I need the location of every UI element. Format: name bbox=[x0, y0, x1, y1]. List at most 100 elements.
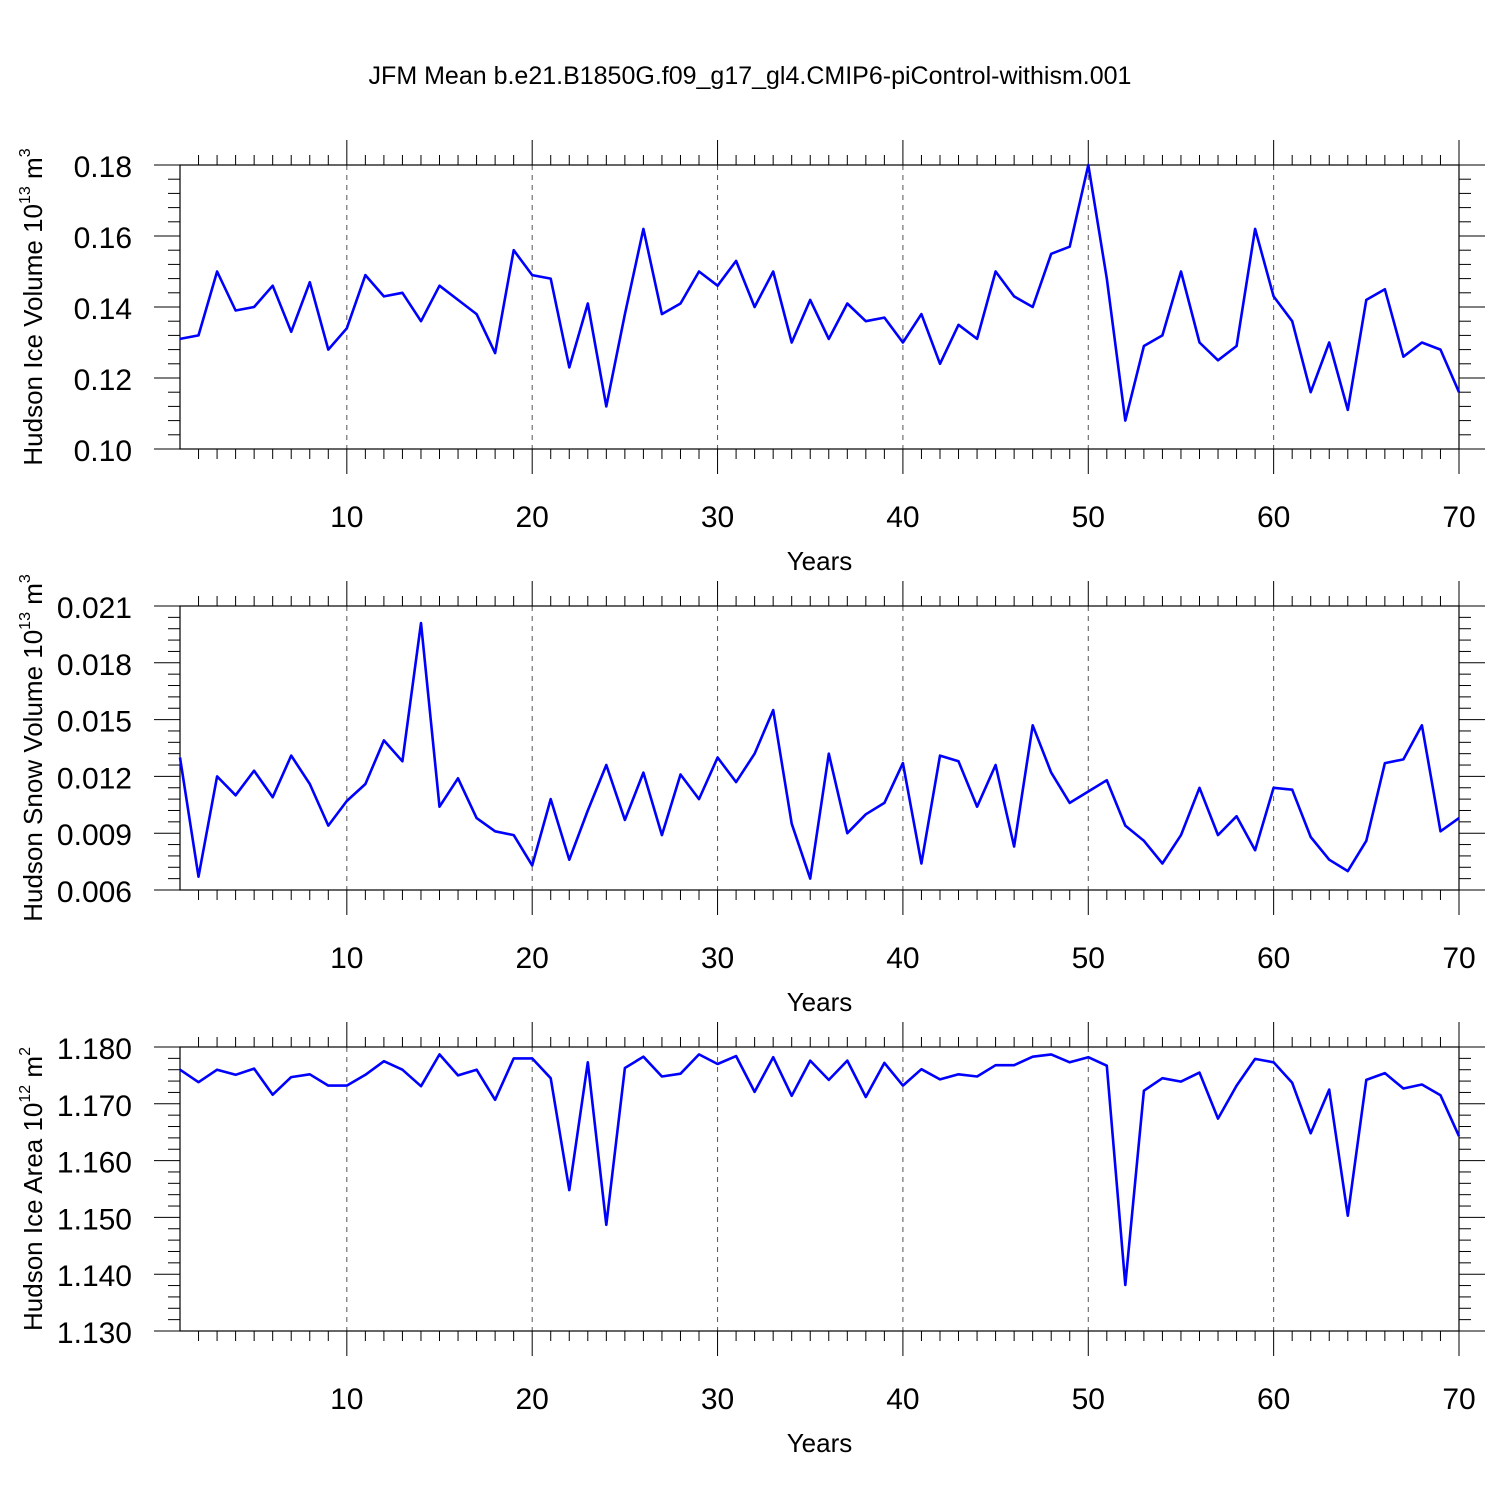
data-point bbox=[419, 1084, 423, 1088]
data-point bbox=[567, 858, 571, 862]
data-point bbox=[994, 1063, 998, 1067]
data-point bbox=[1123, 1283, 1127, 1287]
data-point bbox=[1420, 1082, 1424, 1086]
data-point bbox=[697, 797, 701, 801]
data-point bbox=[1216, 1117, 1220, 1121]
data-point bbox=[975, 805, 979, 809]
data-point bbox=[1123, 419, 1127, 423]
data-point bbox=[197, 333, 201, 337]
data-point bbox=[530, 273, 534, 277]
y-tick-label: 0.16 bbox=[74, 222, 132, 255]
data-point bbox=[1309, 390, 1313, 394]
plot-frame bbox=[179, 1046, 1460, 1332]
series-line bbox=[178, 621, 1460, 880]
data-point bbox=[938, 1077, 942, 1081]
data-point bbox=[178, 1068, 182, 1072]
x-tick-label: 20 bbox=[516, 501, 549, 534]
data-point bbox=[438, 805, 442, 809]
data-point bbox=[1401, 355, 1405, 359]
data-point bbox=[660, 1075, 664, 1079]
data-point bbox=[1216, 358, 1220, 362]
data-point bbox=[1272, 294, 1276, 298]
data-point bbox=[1179, 270, 1183, 274]
data-point bbox=[345, 1084, 349, 1088]
data-point bbox=[1309, 835, 1313, 839]
data-point bbox=[790, 341, 794, 345]
data-point bbox=[345, 799, 349, 803]
y-tick-label: 1.150 bbox=[57, 1203, 132, 1236]
data-point bbox=[567, 365, 571, 369]
data-point bbox=[1216, 833, 1220, 837]
x-tick-label: 60 bbox=[1257, 942, 1290, 975]
data-point bbox=[808, 877, 812, 881]
data-point bbox=[382, 294, 386, 298]
data-point bbox=[919, 861, 923, 865]
x-tick-label: 50 bbox=[1072, 501, 1105, 534]
data-point bbox=[1401, 757, 1405, 761]
y-tick-label: 1.140 bbox=[57, 1260, 132, 1293]
data-point bbox=[1457, 1134, 1461, 1138]
data-point bbox=[1383, 761, 1387, 765]
data-point bbox=[1142, 1089, 1146, 1093]
data-point bbox=[252, 769, 256, 773]
data-point bbox=[919, 312, 923, 316]
x-tick-label: 50 bbox=[1072, 942, 1105, 975]
data-point bbox=[827, 337, 831, 341]
data-point bbox=[641, 227, 645, 231]
data-point bbox=[678, 773, 682, 777]
data-point bbox=[753, 1090, 757, 1094]
data-point bbox=[660, 312, 664, 316]
data-point bbox=[1438, 348, 1442, 352]
x-tick-label: 20 bbox=[516, 942, 549, 975]
plot-frame bbox=[179, 164, 1460, 450]
data-point bbox=[827, 752, 831, 756]
data-point bbox=[475, 1068, 479, 1072]
data-point bbox=[1142, 344, 1146, 348]
data-point bbox=[1179, 833, 1183, 837]
y-tick-label: 0.006 bbox=[57, 876, 132, 909]
data-point bbox=[1327, 341, 1331, 345]
data-point bbox=[808, 1059, 812, 1063]
data-point bbox=[215, 1068, 219, 1072]
data-point bbox=[215, 774, 219, 778]
data-point bbox=[938, 362, 942, 366]
data-point bbox=[864, 319, 868, 323]
data-point bbox=[1290, 788, 1294, 792]
data-point bbox=[1086, 163, 1090, 167]
data-point bbox=[178, 755, 182, 759]
chart-title: JFM Mean b.e21.B1850G.f09_g17_gl4.CMIP6-… bbox=[368, 62, 1132, 90]
data-point bbox=[641, 1055, 645, 1059]
data-point bbox=[586, 301, 590, 305]
data-point bbox=[1160, 333, 1164, 337]
data-point bbox=[845, 831, 849, 835]
data-point bbox=[623, 1066, 627, 1070]
data-point bbox=[734, 259, 738, 263]
data-point bbox=[1364, 1078, 1368, 1082]
data-point bbox=[1253, 848, 1257, 852]
x-tick-label: 30 bbox=[701, 1383, 734, 1416]
data-point bbox=[271, 795, 275, 799]
data-point bbox=[586, 1060, 590, 1064]
series-line bbox=[179, 1053, 1461, 1287]
data-point bbox=[604, 1223, 608, 1227]
data-point bbox=[901, 341, 905, 345]
data-point bbox=[716, 1062, 720, 1066]
series-line bbox=[179, 163, 1461, 422]
data-point bbox=[827, 1078, 831, 1082]
data-point bbox=[882, 1061, 886, 1065]
y-tick-label: 0.012 bbox=[57, 762, 132, 795]
data-point bbox=[234, 1073, 238, 1077]
data-point bbox=[1235, 344, 1239, 348]
data-point bbox=[1105, 778, 1109, 782]
data-point bbox=[1383, 1071, 1387, 1075]
y-tick-label: 0.015 bbox=[57, 706, 132, 739]
data-point bbox=[1272, 786, 1276, 790]
data-point bbox=[1012, 844, 1016, 848]
data-point bbox=[604, 763, 608, 767]
data-point bbox=[512, 833, 516, 837]
data-point bbox=[1438, 829, 1442, 833]
data-point bbox=[1197, 1071, 1201, 1075]
data-point bbox=[530, 1056, 534, 1060]
data-point bbox=[456, 298, 460, 302]
data-point bbox=[586, 808, 590, 812]
